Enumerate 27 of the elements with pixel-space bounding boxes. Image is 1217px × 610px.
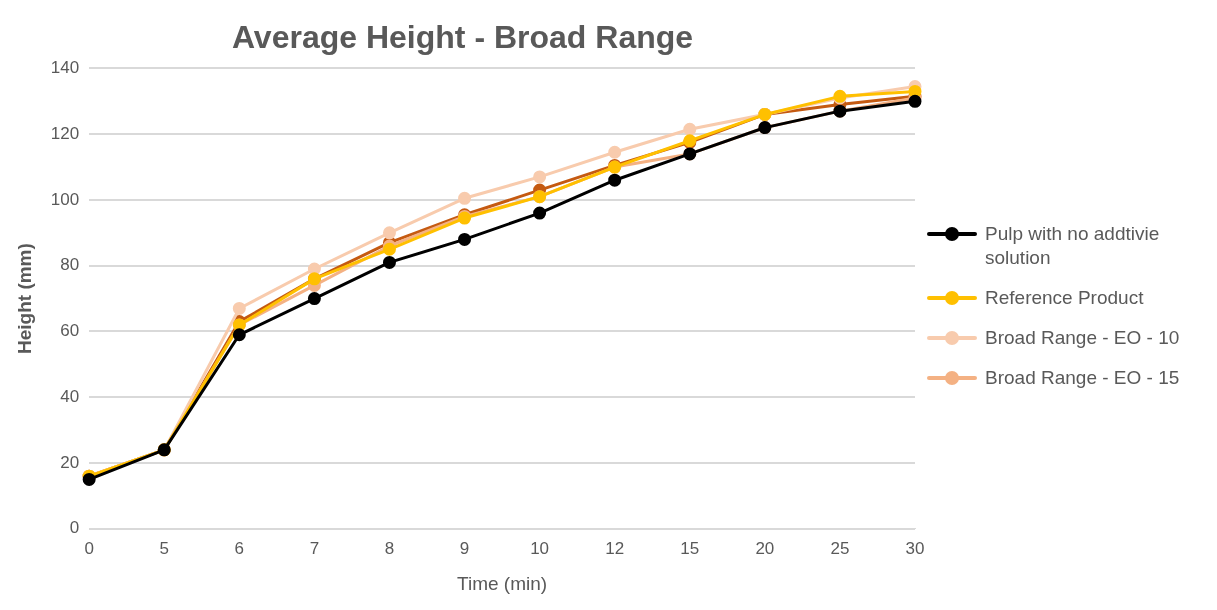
x-tick-label: 15 bbox=[680, 538, 700, 558]
x-tick-label: 0 bbox=[84, 538, 94, 558]
legend-label: Broad Range - EO - 10 bbox=[985, 326, 1180, 350]
x-tick-label: 10 bbox=[530, 538, 550, 558]
x-tick-label: 9 bbox=[459, 538, 470, 558]
x-tick-label: 6 bbox=[234, 538, 245, 558]
x-tick-label: 5 bbox=[159, 538, 169, 558]
legend-label: Broad Range - EO - 15 bbox=[985, 366, 1180, 390]
chart-title: Average Height - Broad Range bbox=[231, 19, 694, 56]
y-tick-label: 120 bbox=[50, 123, 80, 143]
x-axis-title: Time (min) bbox=[457, 572, 548, 594]
legend-label: Reference Product bbox=[985, 286, 1144, 310]
y-tick-label: 60 bbox=[60, 321, 80, 341]
x-tick-label: 7 bbox=[309, 538, 320, 558]
y-tick-label: 20 bbox=[60, 452, 80, 472]
x-tick-label: 30 bbox=[905, 538, 925, 558]
y-tick-label: 80 bbox=[60, 255, 80, 275]
y-tick-label: 140 bbox=[50, 58, 80, 78]
y-tick-label: 40 bbox=[60, 386, 80, 406]
x-tick-label: 12 bbox=[605, 538, 625, 558]
x-tick-label: 20 bbox=[755, 538, 775, 558]
y-tick-label: 0 bbox=[69, 518, 80, 538]
legend-label: Pulp with no addtivie solution bbox=[985, 222, 1161, 270]
y-tick-label: 100 bbox=[50, 189, 80, 209]
x-tick-label: 25 bbox=[830, 538, 850, 558]
y-axis-title: Height (mm) bbox=[13, 243, 35, 355]
x-tick-label: 8 bbox=[384, 538, 395, 558]
